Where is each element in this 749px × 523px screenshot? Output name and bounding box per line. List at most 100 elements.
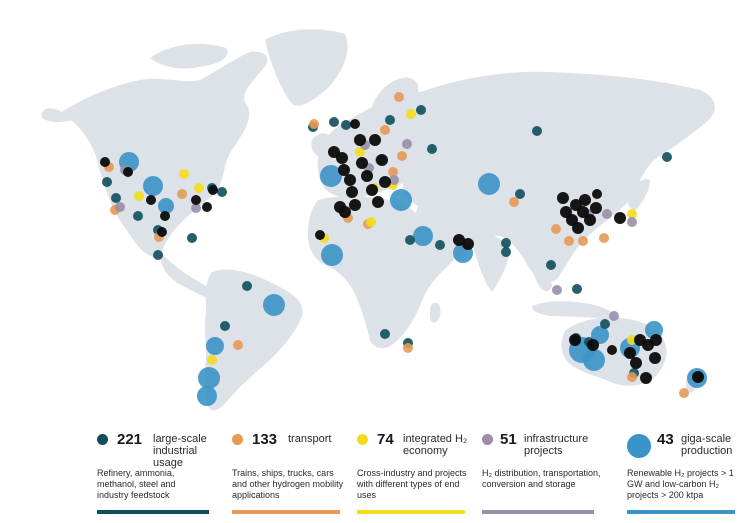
black-project-marker	[160, 211, 170, 221]
legend-item-giga: 43 giga-scale production Renewable H₂ pr…	[627, 430, 749, 514]
black-project-marker	[349, 199, 361, 211]
infrastructure-project-marker	[191, 203, 201, 213]
black-project-marker	[590, 202, 602, 214]
black-project-marker	[376, 154, 388, 166]
legend-description: Cross-industry and projects with differe…	[357, 468, 467, 500]
legend-label: infrastructure projects	[524, 433, 589, 457]
black-project-marker	[336, 152, 348, 164]
legend-label: integrated H₂ economy	[403, 433, 468, 457]
integrated-project-marker	[134, 191, 144, 201]
project-markers	[100, 92, 707, 406]
black-project-marker	[369, 134, 381, 146]
industrial-project-marker	[385, 115, 395, 125]
black-project-marker	[379, 176, 391, 188]
transport-project-marker	[403, 343, 413, 353]
scandinavia-landmass	[370, 77, 419, 128]
industrial-project-marker	[416, 105, 426, 115]
legend-count: 43	[657, 431, 674, 448]
black-project-marker	[354, 134, 366, 146]
black-project-marker	[462, 238, 474, 250]
infrastructure-project-marker	[627, 217, 637, 227]
integrated-project-marker	[355, 147, 365, 157]
large-circle-icon	[627, 434, 651, 458]
madagascar-landmass	[430, 302, 441, 323]
black-project-marker	[584, 214, 596, 226]
legend-bar	[482, 510, 594, 514]
giga-project-marker	[583, 349, 605, 371]
industrial-project-marker	[341, 120, 351, 130]
north-america-landmass	[62, 51, 268, 257]
arctic-islands	[150, 43, 228, 69]
infrastructure-project-marker	[552, 285, 562, 295]
industrial-project-marker	[435, 240, 445, 250]
giga-project-marker	[320, 165, 342, 187]
black-project-marker	[592, 189, 602, 199]
infrastructure-project-marker	[609, 311, 619, 321]
black-project-marker	[649, 352, 661, 364]
integrated-project-marker	[366, 217, 376, 227]
giga-project-marker	[478, 173, 500, 195]
legend-description: H₂ distribution, transportation, convers…	[482, 468, 601, 489]
black-project-marker	[344, 174, 356, 186]
infrastructure-project-marker	[115, 202, 125, 212]
industrial-project-marker	[187, 233, 197, 243]
industrial-project-marker	[600, 319, 610, 329]
legend-label: giga-scale production	[681, 433, 733, 457]
giga-project-marker	[390, 189, 412, 211]
legend-item-integrated: 74 integrated H₂ economy Cross-industry …	[357, 430, 475, 514]
black-project-marker	[339, 206, 351, 218]
black-project-marker	[366, 184, 378, 196]
integrated-project-marker	[627, 209, 637, 219]
greenland-landmass	[265, 29, 348, 106]
black-project-marker	[692, 371, 704, 383]
black-project-marker	[569, 334, 581, 346]
black-project-marker	[208, 185, 218, 195]
black-project-marker	[315, 230, 325, 240]
uk-landmass	[311, 133, 332, 157]
small-circle-icon	[482, 434, 493, 445]
infrastructure-project-marker	[602, 209, 612, 219]
legend-label: large-scale industrial usage	[153, 433, 207, 469]
industrial-project-marker	[380, 329, 390, 339]
legend-label: transport	[288, 433, 332, 445]
giga-project-marker	[645, 321, 663, 339]
legend: 221 large-scale industrial usage Refiner…	[0, 430, 749, 523]
black-project-marker	[350, 119, 360, 129]
giga-project-marker	[158, 198, 174, 214]
giga-project-marker	[321, 244, 343, 266]
integrated-project-marker	[207, 355, 217, 365]
legend-item-industrial: 221 large-scale industrial usage Refiner…	[97, 430, 215, 514]
black-project-marker	[157, 227, 167, 237]
legend-description: Refinery, ammonia, methanol, steel and i…	[97, 468, 176, 500]
industrial-project-marker	[515, 189, 525, 199]
legend-item-infrastructure: 51 infrastructure projects H₂ distributi…	[482, 430, 601, 514]
alaska-landmass	[41, 108, 74, 122]
legend-count: 51	[500, 431, 517, 448]
indonesia-islands	[532, 301, 613, 318]
giga-project-marker	[263, 294, 285, 316]
black-project-marker	[338, 164, 350, 176]
small-circle-icon	[97, 434, 108, 445]
legend-count: 133	[252, 431, 278, 448]
black-project-marker	[372, 196, 384, 208]
legend-count: 74	[377, 431, 394, 448]
black-project-marker	[630, 357, 642, 369]
black-project-marker	[361, 170, 373, 182]
small-circle-icon	[232, 434, 243, 445]
industrial-project-marker	[329, 117, 339, 127]
transport-project-marker	[380, 125, 390, 135]
industrial-project-marker	[427, 144, 437, 154]
integrated-project-marker	[179, 169, 189, 179]
black-project-marker	[579, 194, 591, 206]
industrial-project-marker	[405, 235, 415, 245]
legend-description: Trains, ships, trucks, cars and other hy…	[232, 468, 344, 500]
world-map	[41, 29, 715, 411]
legend-bar	[357, 510, 465, 514]
transport-project-marker	[627, 372, 637, 382]
black-project-marker	[202, 202, 212, 212]
legend-item-transport: 133 transport Trains, ships, trucks, car…	[232, 430, 350, 514]
giga-project-marker	[413, 226, 433, 246]
black-project-marker	[346, 186, 358, 198]
industrial-project-marker	[572, 284, 582, 294]
transport-project-marker	[388, 167, 398, 177]
